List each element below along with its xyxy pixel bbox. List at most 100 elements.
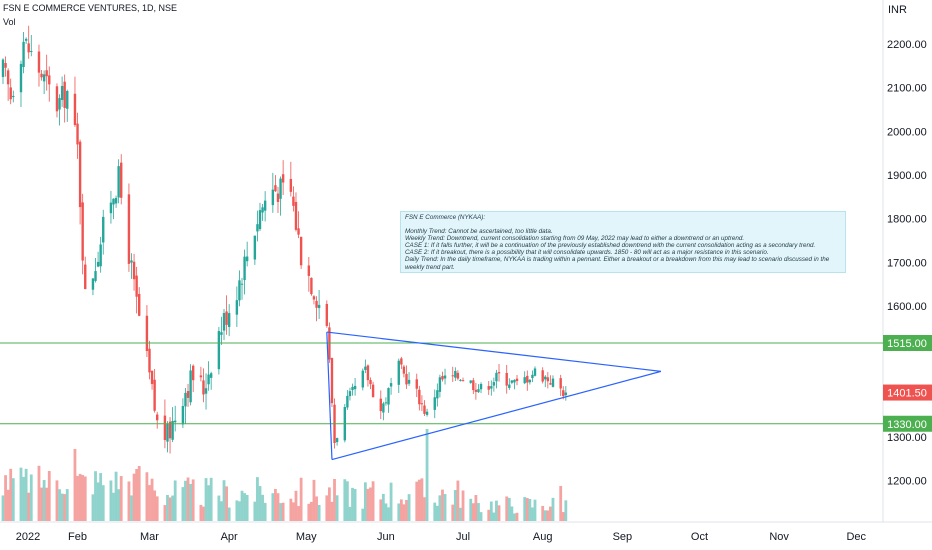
pennant-pattern (326, 331, 662, 461)
symbol-title: FSN E COMMERCE VENTURES, 1D, NSE (3, 3, 178, 13)
volume-bar (135, 469, 139, 521)
volume-bar (148, 485, 151, 521)
volume-bar (155, 496, 159, 521)
candle-body (217, 331, 221, 370)
candle-body (171, 420, 174, 440)
price-tick-label: 2200.00 (887, 39, 927, 51)
pennant-lower-line (331, 370, 662, 461)
volume-bar (27, 492, 31, 521)
candle-body (454, 370, 457, 378)
level-price-tag-bg (883, 415, 932, 432)
candle-body (19, 63, 23, 93)
candle-body (400, 358, 403, 365)
candle-body (153, 379, 156, 411)
candle-body (551, 378, 555, 387)
volume-bar (81, 475, 85, 521)
volume-bar (315, 496, 318, 521)
volume-bar (407, 494, 411, 521)
volume-bar (112, 492, 115, 521)
candle-body (225, 311, 228, 325)
volume-bar (384, 503, 388, 521)
volume-bar (307, 503, 311, 521)
volume-bar (510, 506, 514, 521)
volume-bar (351, 487, 354, 521)
candle-body (30, 50, 33, 52)
candle-body (271, 189, 275, 206)
volume-bar (76, 475, 79, 521)
volume-bar (417, 479, 421, 521)
candle-body (186, 391, 190, 398)
candle-body (263, 200, 267, 211)
candle-body (528, 379, 532, 383)
candle-body (235, 300, 239, 315)
candle-body (451, 375, 454, 377)
price-tick-label: 2100.00 (887, 83, 927, 95)
horizontal-levels (0, 342, 883, 425)
volume-bar (207, 485, 210, 521)
candle-body (407, 379, 411, 384)
note-line: Monthly Trend: Cannot be ascertained, to… (405, 228, 553, 236)
candle-body (541, 370, 544, 382)
candle-body (204, 388, 208, 394)
candle-body (55, 86, 59, 112)
volume-bar (471, 503, 475, 521)
price-tick-label: 1800.00 (887, 214, 927, 226)
volume-bar (459, 507, 462, 521)
volume-bar (525, 498, 529, 521)
candle-body (109, 202, 113, 214)
volume-bar (101, 485, 105, 521)
volume-bar (477, 503, 480, 521)
candle-body (317, 304, 321, 309)
candle-body (564, 392, 568, 396)
volume-bar (361, 508, 365, 521)
volume-bar (474, 495, 478, 521)
volume-bar (333, 478, 336, 521)
candle-body (168, 421, 172, 439)
candle-body (94, 271, 97, 281)
note-line: CASE 1: If it falls further, it will be … (405, 242, 816, 250)
volume-bar (505, 496, 509, 521)
candle-body (274, 185, 277, 192)
candle-body (199, 375, 203, 378)
candle-body (184, 392, 187, 407)
volume-bar (40, 487, 43, 521)
volume-bar (435, 505, 439, 521)
volume-bar (1, 495, 5, 521)
volume-bar (379, 499, 383, 521)
volume-bar (222, 480, 226, 521)
candle-body (163, 415, 167, 441)
volume-bar (292, 502, 295, 521)
volume-bar (533, 499, 537, 521)
candle-body (312, 296, 316, 300)
volume-bar (184, 480, 187, 521)
volume-bar (297, 506, 300, 521)
volume-bar (345, 481, 349, 521)
candle-body (559, 378, 562, 389)
candle-body (382, 403, 385, 413)
volume-bar (523, 497, 527, 521)
candle-body (474, 389, 478, 392)
volume-bar (168, 497, 172, 521)
candle-body (402, 366, 406, 374)
volume-bar (186, 477, 190, 521)
price-tick-label: 1300.00 (887, 432, 927, 444)
candle-body (546, 377, 550, 382)
volume-bar (256, 477, 259, 521)
time-tick-label: Aug (533, 531, 553, 543)
volume-bars (1, 429, 568, 521)
candle-body (276, 193, 280, 202)
volume-bar (225, 486, 228, 521)
volume-bar (73, 449, 77, 521)
volume-bar (29, 474, 33, 521)
candle-body (22, 41, 25, 68)
volume-bar (145, 472, 149, 521)
candle-body (207, 374, 210, 385)
volume-bar (11, 478, 15, 521)
candle-body (9, 87, 12, 100)
volume-bar (173, 480, 177, 521)
volume-bar (371, 481, 375, 521)
volume-bar (443, 494, 447, 521)
volume-bar (274, 488, 277, 521)
candle-body (24, 38, 28, 41)
